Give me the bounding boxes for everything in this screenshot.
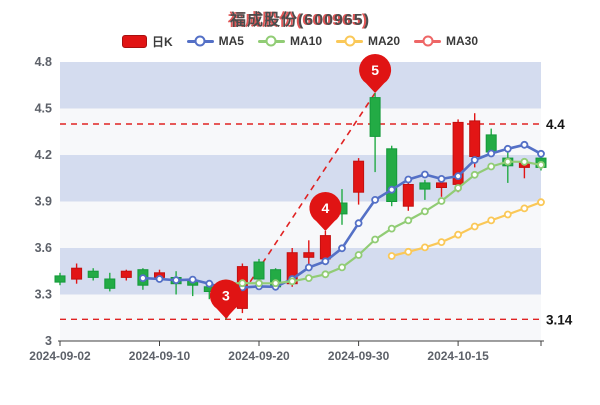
candle[interactable] (419, 179, 431, 200)
legend-item-ma10[interactable]: MA10 (257, 34, 322, 48)
y-axis-label: 4.2 (35, 148, 52, 162)
plot-band (60, 108, 541, 155)
reference-line-label: 3.14 (546, 312, 573, 327)
y-axis-label: 3.9 (35, 195, 52, 209)
legend-item-daily-k[interactable]: 日K (121, 33, 173, 50)
legend-item-ma20[interactable]: MA20 (336, 34, 400, 48)
svg-text:3: 3 (222, 288, 230, 304)
ma30-line-icon (414, 34, 442, 48)
y-axis-label: 4.8 (35, 55, 52, 69)
candlestick-legend-icon (121, 34, 147, 48)
trend-line (225, 92, 376, 319)
ma20-line (387, 198, 545, 260)
chart-legend: 日K MA5 MA10 MA20 MA30 (0, 32, 600, 50)
x-axis-label: 2024-09-10 (129, 349, 191, 363)
signal-marker-3[interactable]: 3 (209, 279, 242, 319)
y-axis-label: 3 (45, 334, 52, 348)
candle[interactable] (353, 158, 365, 205)
svg-text:5: 5 (371, 62, 379, 78)
candle[interactable] (369, 93, 381, 173)
legend-item-label: MA5 (218, 34, 244, 48)
candle[interactable] (120, 269, 132, 281)
legend-item-label: MA20 (368, 34, 401, 48)
legend-item-ma5[interactable]: MA5 (186, 34, 244, 48)
ma10-line-icon (257, 34, 285, 48)
signal-marker-4[interactable]: 4 (309, 192, 342, 231)
y-axis-label: 3.3 (35, 288, 52, 302)
plot-band (60, 201, 541, 248)
x-axis-label: 2024-09-02 (29, 349, 91, 363)
reference-line-label: 4.4 (546, 117, 565, 132)
x-axis-label: 2024-10-15 (427, 349, 489, 363)
ma5-line-icon (186, 34, 214, 48)
candle[interactable] (71, 263, 83, 284)
plot-band (60, 62, 541, 109)
candle[interactable] (303, 240, 315, 267)
plot-band (60, 294, 541, 341)
candle[interactable] (54, 272, 66, 286)
candle[interactable] (386, 145, 398, 207)
candle[interactable] (104, 272, 116, 292)
plot-band (60, 248, 541, 295)
x-axis-label: 2024-09-30 (328, 349, 390, 363)
candle[interactable] (452, 119, 464, 193)
svg-text:4: 4 (322, 200, 330, 216)
candle[interactable] (402, 179, 414, 211)
candle[interactable] (87, 268, 99, 281)
legend-item-ma30[interactable]: MA30 (414, 34, 478, 48)
ma20-line-icon (336, 34, 363, 48)
chart-title: 福成股份(600965) (229, 12, 371, 29)
legend-item-label: MA10 (289, 34, 322, 48)
legend-item-label: MA30 (446, 34, 479, 48)
y-axis-label: 3.6 (35, 241, 52, 255)
y-axis-label: 4.5 (35, 102, 52, 116)
legend-item-label: 日K (151, 34, 173, 49)
signal-marker-5[interactable]: 5 (359, 54, 392, 93)
x-axis-label: 2024-09-20 (228, 349, 290, 363)
